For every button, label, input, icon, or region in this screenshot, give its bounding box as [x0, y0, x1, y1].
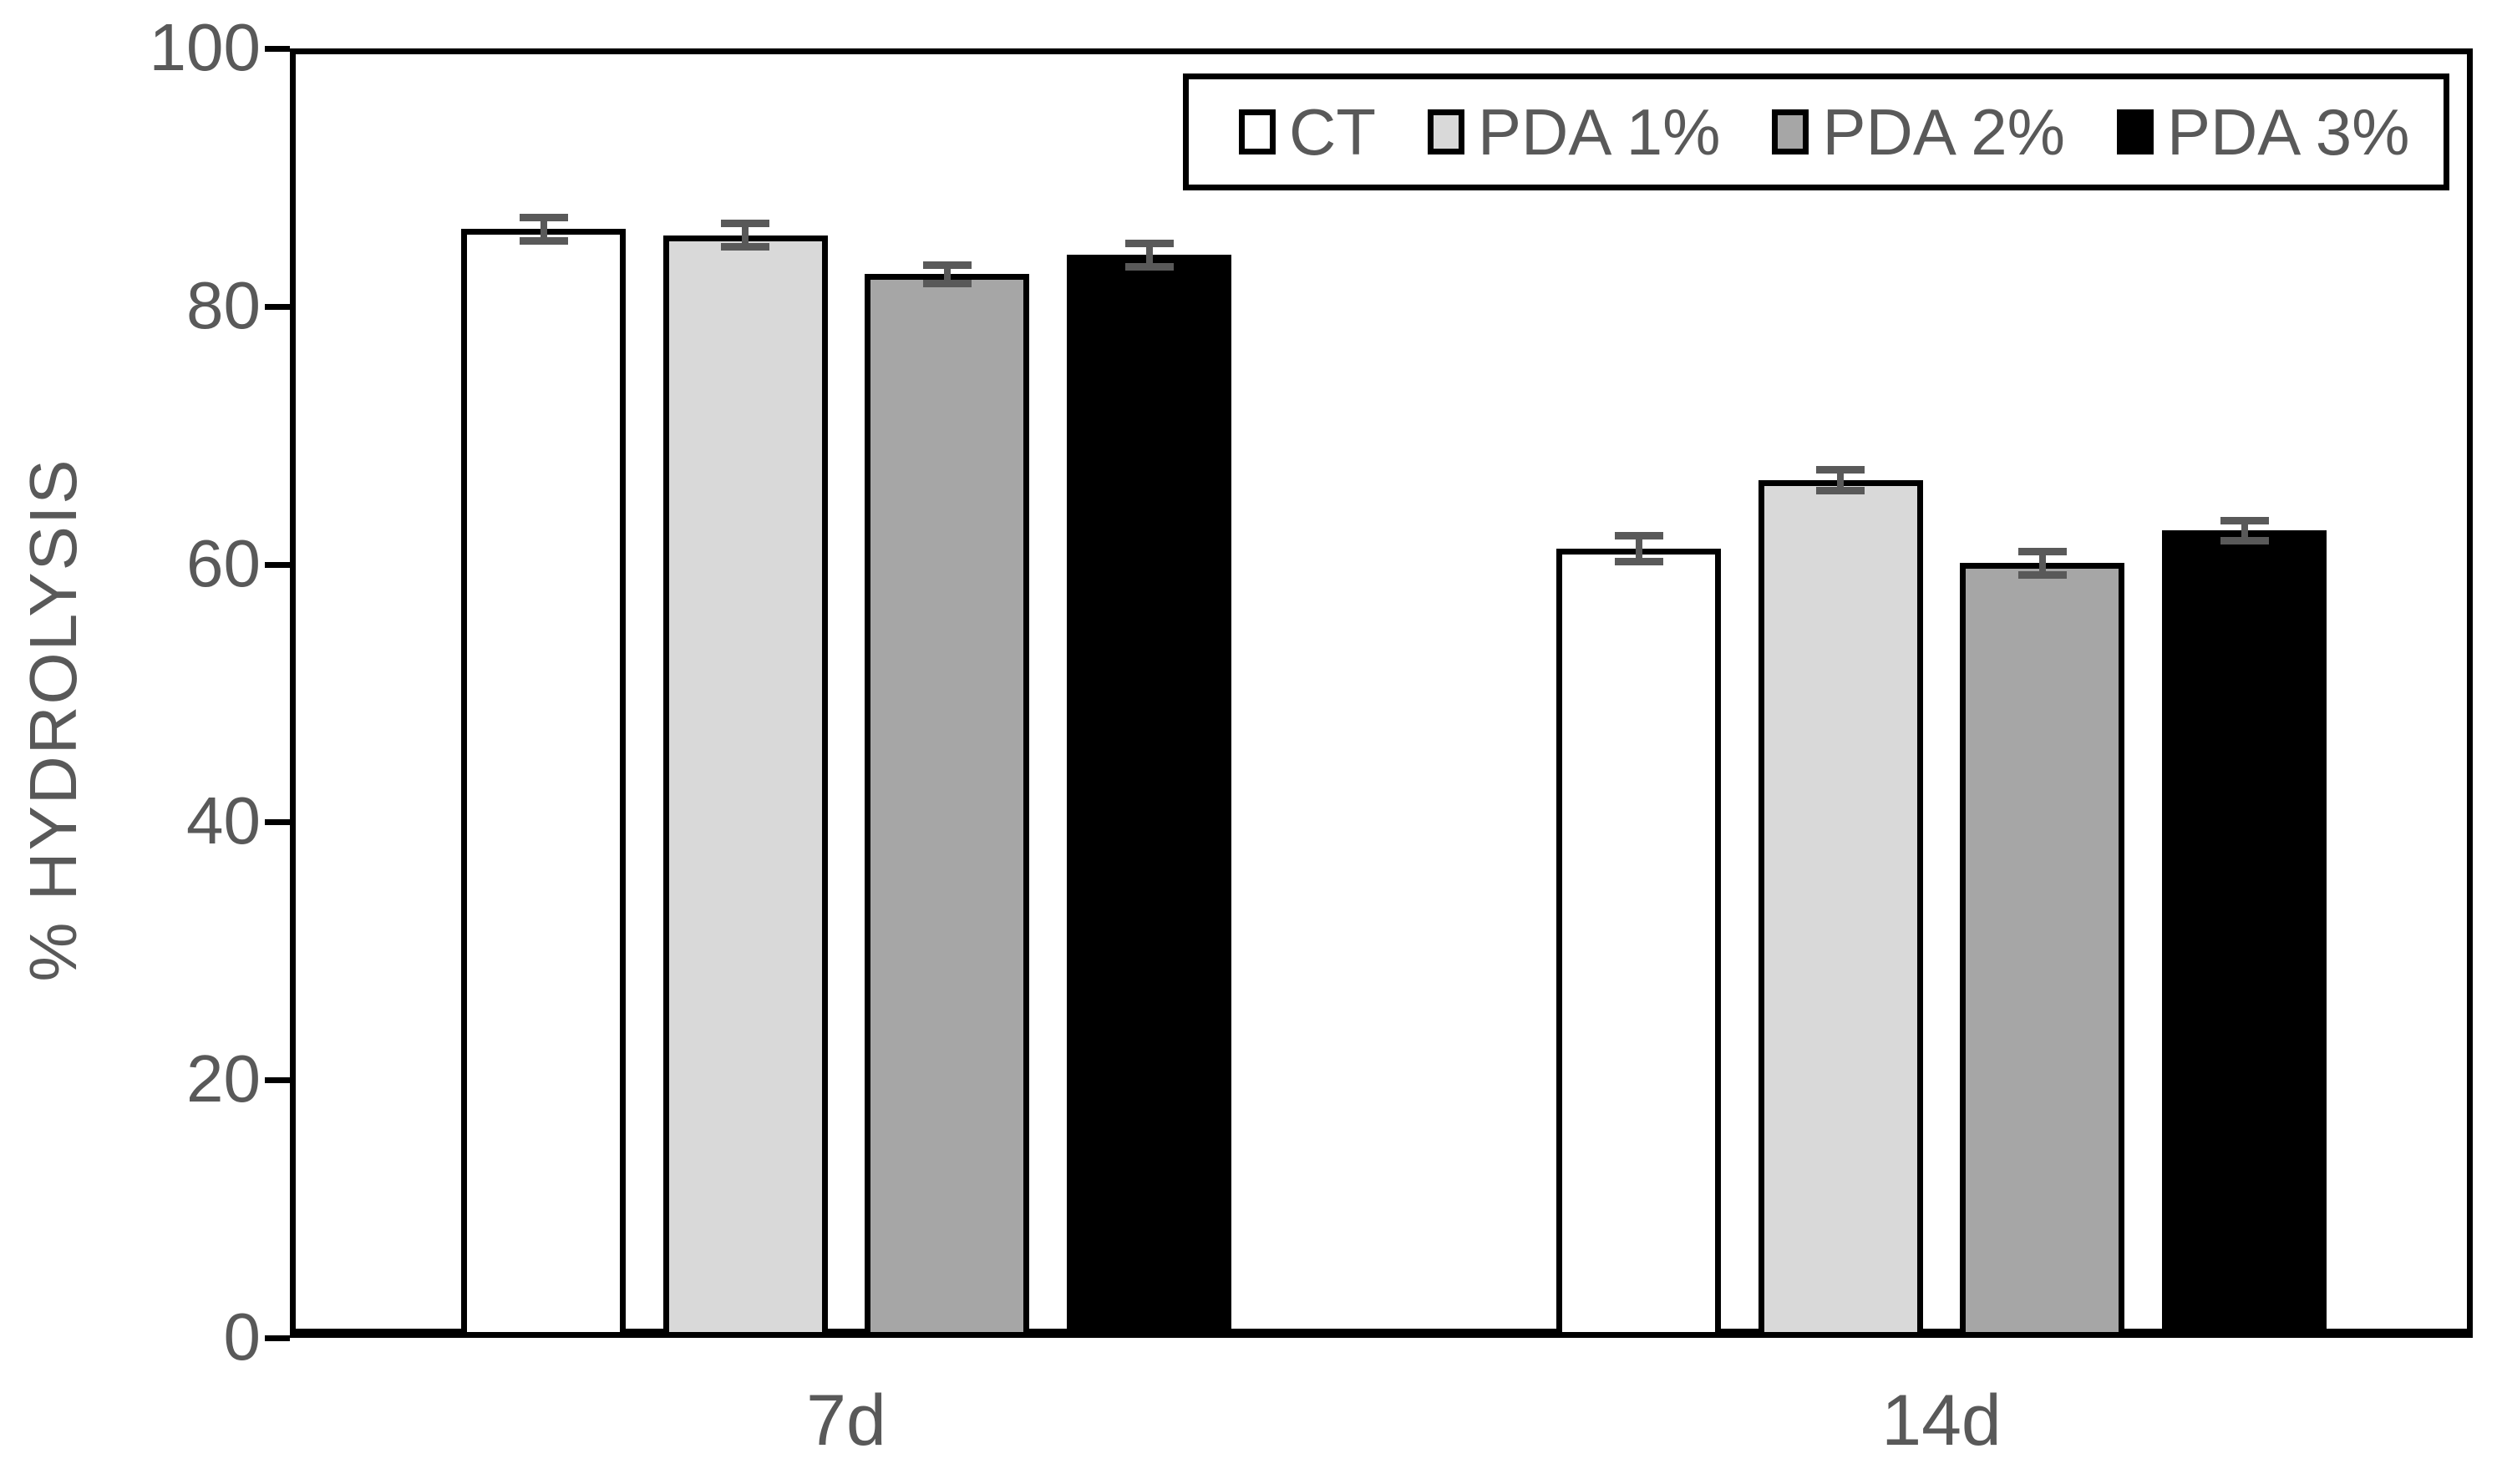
- bar-7d-pda-2%: [865, 274, 1030, 1338]
- legend-label: PDA 1%: [1477, 94, 1721, 169]
- bar-7d-ct: [461, 229, 626, 1338]
- error-bar-cap-top: [1124, 239, 1174, 247]
- bar-group-7d: [461, 48, 1231, 1338]
- legend-label: PDA 3%: [2166, 94, 2410, 169]
- bar-14d-pda-3%: [2162, 530, 2327, 1338]
- error-bar-line: [2241, 516, 2248, 545]
- error-bar-14d-ct: [1614, 532, 1663, 566]
- error-bar-line: [1635, 532, 1642, 566]
- error-bar-14d-pda-3%: [2220, 516, 2269, 545]
- x-tick-label-14d: 14d: [1881, 1380, 2002, 1461]
- y-tick-mark-40: [265, 819, 290, 826]
- y-tick-label-20: 20: [186, 1041, 261, 1117]
- error-bar-14d-pda-1%: [1816, 466, 1865, 495]
- legend-swatch-pda-1%: [1427, 109, 1464, 154]
- error-bar-cap-top: [1816, 466, 1865, 474]
- error-bar-7d-pda-2%: [922, 261, 972, 287]
- error-bar-cap-bottom: [1124, 262, 1174, 271]
- error-bar-cap-top: [721, 220, 770, 228]
- y-tick-mark-0: [265, 1335, 290, 1341]
- bar-7d-pda-1%: [662, 235, 828, 1338]
- legend-label: CT: [1289, 94, 1376, 169]
- error-bar-line: [540, 213, 547, 245]
- legend-item-pda-1%: PDA 1%: [1427, 94, 1721, 170]
- y-tick-label-100: 100: [149, 10, 261, 84]
- error-bar-cap-bottom: [2017, 570, 2067, 579]
- error-bar-cap-top: [922, 261, 972, 269]
- bar-14d-ct: [1556, 549, 1721, 1338]
- error-bar-line: [742, 220, 749, 251]
- legend-swatch-pda-3%: [2116, 109, 2154, 154]
- error-bar-7d-ct: [519, 213, 568, 245]
- legend-item-ct: CT: [1239, 94, 1376, 170]
- error-bar-cap-bottom: [922, 279, 972, 287]
- error-bar-cap-bottom: [1816, 487, 1865, 495]
- error-bar-cap-top: [2017, 547, 2067, 555]
- error-bar-cap-top: [1614, 532, 1663, 540]
- bars-layer: [290, 48, 2473, 1338]
- error-bar-cap-bottom: [1614, 558, 1663, 566]
- error-bar-cap-top: [2220, 516, 2269, 524]
- error-bar-cap-bottom: [721, 243, 770, 251]
- error-bar-cap-bottom: [2220, 537, 2269, 545]
- y-tick-mark-60: [265, 561, 290, 568]
- y-tick-label-40: 40: [186, 783, 261, 858]
- legend-label: PDA 2%: [1822, 94, 2065, 169]
- y-tick-label-60: 60: [186, 525, 261, 600]
- error-bar-line: [1145, 239, 1153, 271]
- y-tick-label-0: 0: [223, 1299, 261, 1374]
- legend-swatch-pda-2%: [1772, 109, 1809, 154]
- error-bar-7d-pda-1%: [721, 220, 770, 251]
- y-tick-label-80: 80: [186, 267, 261, 342]
- bar-14d-pda-1%: [1758, 480, 1923, 1338]
- y-tick-mark-100: [265, 46, 290, 52]
- x-tick-label-7d: 7d: [806, 1380, 886, 1461]
- legend-item-pda-2%: PDA 2%: [1772, 94, 2065, 170]
- error-bar-cap-bottom: [519, 236, 568, 245]
- bar-14d-pda-2%: [1960, 563, 2125, 1338]
- legend-item-pda-3%: PDA 3%: [2116, 94, 2410, 170]
- y-tick-mark-20: [265, 1077, 290, 1084]
- error-bar-14d-pda-2%: [2017, 547, 2067, 579]
- legend-swatch-ct: [1239, 109, 1276, 154]
- error-bar-cap-top: [519, 213, 568, 221]
- error-bar-7d-pda-3%: [1124, 239, 1174, 271]
- error-bar-line: [943, 261, 951, 287]
- error-bar-line: [2038, 547, 2046, 579]
- legend: CT PDA 1% PDA 2% PDA 3%: [1183, 73, 2449, 190]
- error-bar-line: [1837, 466, 1845, 495]
- bar-7d-pda-3%: [1067, 255, 1231, 1338]
- bar-group-14d: [1556, 48, 2327, 1338]
- y-tick-mark-80: [265, 303, 290, 310]
